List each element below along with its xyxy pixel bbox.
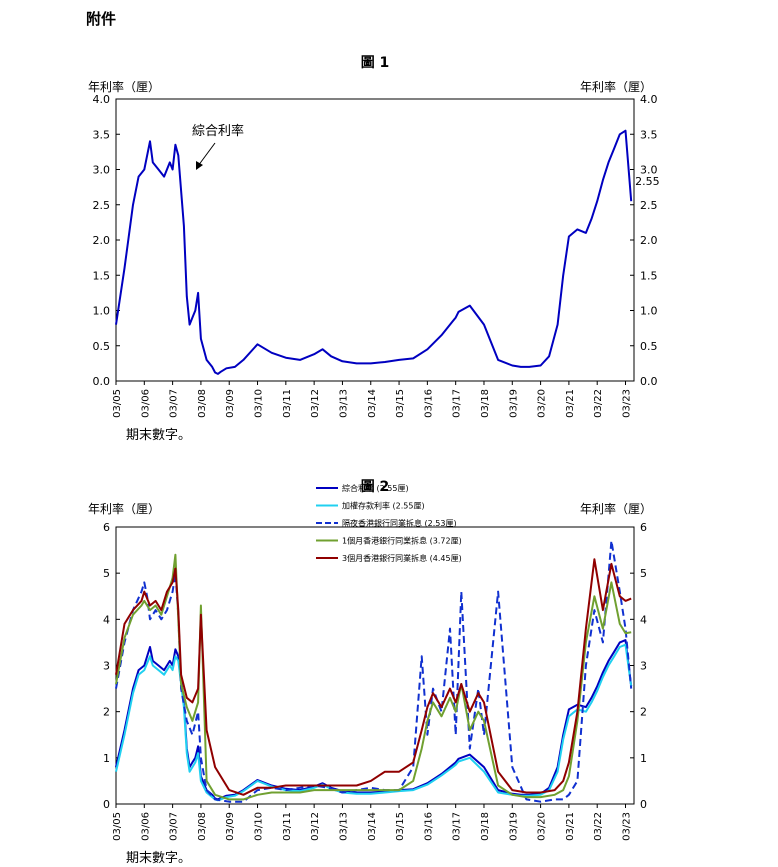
y-tick-label-right: 5: [640, 567, 647, 580]
y-tick-label-left: 5: [103, 567, 110, 580]
y-tick-label-left: 4: [103, 613, 110, 626]
y-tick-label-left: 2.0: [93, 234, 111, 247]
y-tick-label-left: 0: [103, 798, 110, 811]
y-tick-label-right: 2.0: [640, 234, 658, 247]
x-tick-label: 03/07: [169, 812, 180, 841]
y-tick-label-left: 3: [103, 660, 110, 673]
y-tick-label-right: 3: [640, 660, 647, 673]
x-axis-label: 期末數字。: [126, 851, 191, 866]
chart-title: 圖 1: [361, 54, 390, 71]
y-tick-label-right: 1: [640, 752, 647, 765]
y-tick-label-left: 1: [103, 752, 110, 765]
x-tick-label: 03/16: [423, 812, 434, 841]
y-axis-label-left: 年利率（厘）: [88, 79, 160, 94]
x-tick-label: 03/10: [254, 812, 265, 841]
x-tick-label: 03/05: [112, 389, 123, 418]
x-tick-label: 03/18: [480, 389, 491, 418]
series-line-5: [115, 558, 632, 796]
series-line-4: [115, 553, 632, 801]
chart-2: 圖 2 年利率（厘） 年利率（厘） 0 0 1 1 2 2 3 3 4 4 5 5 6 6 03/05 03/06 0…: [88, 478, 652, 866]
x-tick-label: 03/09: [225, 389, 236, 418]
plot-frame: [115, 526, 635, 805]
x-tick-label: 03/15: [395, 389, 406, 418]
x-tick-label: 03/14: [367, 389, 378, 418]
legend-label-3: 隔夜香港銀行同業拆息 (2.53厘): [342, 518, 457, 528]
y-tick-label-left: 4.0: [93, 93, 111, 106]
end-value-label: 2.55: [635, 175, 660, 188]
y-tick-label-left: 3.5: [93, 128, 111, 141]
y-tick-label-right: 4: [640, 613, 647, 626]
x-tick-label: 03/21: [565, 812, 576, 841]
x-tick-label: 03/14: [367, 812, 378, 841]
x-tick-label: 03/12: [310, 389, 321, 418]
y-tick-label-left: 3.0: [93, 164, 111, 177]
annotation-arrowhead: [196, 161, 203, 170]
y-tick-label-left: 0.0: [93, 375, 111, 388]
x-tick-label: 03/08: [197, 812, 208, 841]
x-tick-label: 03/16: [423, 389, 434, 418]
y-tick-label-left: 2.5: [93, 199, 111, 212]
y-tick-label-left: 1.0: [93, 305, 111, 318]
x-tick-label: 03/09: [225, 812, 236, 841]
annotation-arrow: [197, 142, 216, 167]
y-tick-label-right: 0: [640, 798, 647, 811]
x-tick-label: 03/06: [140, 389, 151, 418]
x-tick-label: 03/20: [537, 389, 548, 418]
y-tick-label-left: 2: [103, 706, 110, 719]
legend-label-1: 綜合利率 (2.55厘): [342, 483, 409, 493]
y-tick-label-right: 3.5: [640, 128, 658, 141]
x-tick-label: 03/13: [338, 389, 349, 418]
y-tick-label-right: 4.0: [640, 93, 658, 106]
x-tick-label: 03/13: [338, 812, 349, 841]
page-header: 附件: [86, 10, 117, 28]
y-tick-label-left: 6: [103, 521, 110, 534]
x-tick-label: 03/07: [169, 389, 180, 418]
chart-1: 圖 1 年利率（厘） 年利率（厘） 0.0 0.0 0.5 0.5 1.0 1.0 1.5 1.5 2…: [88, 54, 660, 443]
x-axis-label: 期末數字。: [126, 428, 191, 443]
x-tick-label: 03/22: [593, 389, 604, 418]
x-tick-label: 03/21: [565, 389, 576, 418]
annotation-label: 綜合利率: [192, 123, 244, 139]
y-tick-label-right: 0.5: [640, 340, 658, 353]
x-tick-label: 03/11: [282, 812, 293, 841]
y-tick-label-right: 3.0: [640, 164, 658, 177]
x-tick-label: 03/10: [254, 389, 265, 418]
y-tick-label-right: 1.0: [640, 305, 658, 318]
x-tick-label: 03/23: [622, 389, 633, 418]
y-tick-label-left: 0.5: [93, 340, 111, 353]
x-tick-label: 03/12: [310, 812, 321, 841]
series-line-1: [115, 639, 633, 801]
x-tick-label: 03/11: [282, 389, 293, 418]
x-tick-label: 03/17: [452, 812, 463, 841]
x-tick-label: 03/06: [140, 812, 151, 841]
plot-frame: [115, 98, 635, 382]
y-tick-label-right: 0.0: [640, 375, 658, 388]
y-axis-label-right: 年利率（厘）: [580, 79, 652, 94]
legend-label-4: 1個月香港銀行同業拆息 (3.72厘): [342, 536, 462, 546]
x-tick-label: 03/20: [537, 812, 548, 841]
x-tick-label: 03/19: [508, 812, 519, 841]
y-tick-label-right: 6: [640, 521, 647, 534]
y-axis-label-right: 年利率（厘）: [580, 501, 652, 516]
y-tick-label-right: 2.5: [640, 199, 658, 212]
y-tick-label-right: 2: [640, 706, 647, 719]
legend-label-5: 3個月香港銀行同業拆息 (4.45厘): [342, 553, 462, 563]
y-axis-label-left: 年利率（厘）: [88, 501, 160, 516]
chart-title: 圖 2: [361, 478, 390, 495]
x-tick-label: 03/22: [593, 812, 604, 841]
x-tick-label: 03/19: [508, 389, 519, 418]
y-tick-label-right: 1.5: [640, 269, 658, 282]
x-tick-label: 03/15: [395, 812, 406, 841]
legend-label-2: 加權存款利率 (2.55厘): [342, 501, 425, 511]
x-tick-label: 03/23: [622, 812, 633, 841]
y-tick-label-left: 1.5: [93, 269, 111, 282]
x-tick-label: 03/05: [112, 812, 123, 841]
x-tick-label: 03/17: [452, 389, 463, 418]
x-tick-label: 03/08: [197, 389, 208, 418]
series-line-1: [115, 129, 633, 375]
x-tick-label: 03/18: [480, 812, 491, 841]
